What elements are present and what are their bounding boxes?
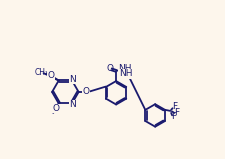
Text: NH: NH bbox=[119, 69, 132, 78]
Text: O: O bbox=[47, 71, 54, 80]
Text: CH₃: CH₃ bbox=[34, 68, 48, 77]
Text: N: N bbox=[69, 75, 76, 84]
Text: N: N bbox=[69, 100, 76, 109]
Text: F: F bbox=[171, 103, 176, 111]
Text: F: F bbox=[170, 113, 175, 121]
Text: O: O bbox=[82, 87, 89, 96]
Text: O: O bbox=[47, 72, 54, 81]
Text: O: O bbox=[52, 104, 59, 113]
Text: O: O bbox=[106, 64, 112, 73]
Text: NH: NH bbox=[117, 64, 131, 73]
Text: F: F bbox=[173, 108, 178, 118]
